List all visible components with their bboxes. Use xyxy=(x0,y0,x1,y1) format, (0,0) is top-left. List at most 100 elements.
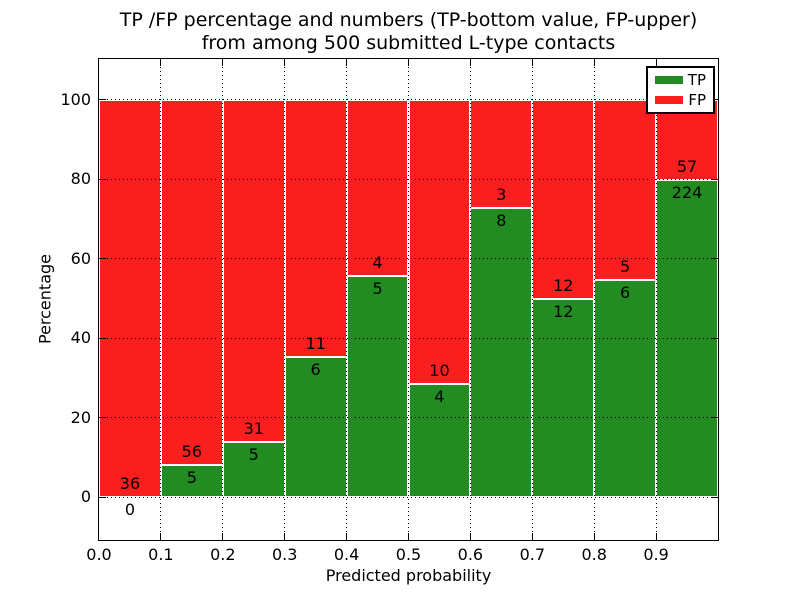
tp-count-label: 5 xyxy=(186,467,197,487)
x-tick-label: 0.5 xyxy=(395,545,422,564)
bar-segment-tp xyxy=(470,208,533,498)
fp-legend-label: FP xyxy=(688,90,706,109)
tp-legend-label: TP xyxy=(687,70,706,89)
gridline-horizontal xyxy=(99,178,718,180)
y-tick-label: 40 xyxy=(70,328,91,348)
x-tick-label: 0.8 xyxy=(581,545,607,564)
bar-segment-tp xyxy=(656,180,718,498)
y-axis-tick xyxy=(99,99,106,101)
x-tick-label: 0.3 xyxy=(271,545,298,564)
x-axis-tick-top xyxy=(469,59,471,66)
legend-item-tp: TP xyxy=(655,70,706,89)
gridline-vertical xyxy=(160,59,162,540)
x-axis-tick xyxy=(222,533,224,540)
fp-count-label: 4 xyxy=(372,253,383,273)
gridline-horizontal xyxy=(99,496,718,498)
y-axis-tick-right xyxy=(711,417,718,419)
x-axis-tick xyxy=(346,533,348,540)
x-tick-label: 0.7 xyxy=(519,545,546,564)
chart-title: TP /FP percentage and numbers (TP-bottom… xyxy=(99,9,718,54)
fp-count-label: 57 xyxy=(676,157,698,177)
x-tick-label: 0.2 xyxy=(210,545,236,564)
x-tick-label: 0.4 xyxy=(333,545,360,564)
x-axis-tick xyxy=(408,533,409,540)
x-axis-tick-top xyxy=(531,59,533,66)
gridline-horizontal xyxy=(99,337,718,339)
x-tick-label: 0.6 xyxy=(457,545,484,564)
tp-count-label: 5 xyxy=(248,444,259,464)
x-axis-tick xyxy=(469,533,471,540)
bar-segment-tp xyxy=(160,464,223,498)
bar-segment-fp xyxy=(532,99,595,299)
gridline-vertical xyxy=(655,59,657,540)
bar-segment-tp xyxy=(346,276,409,498)
bar-segment-tp xyxy=(532,298,595,498)
x-axis-tick-top xyxy=(284,59,286,66)
x-axis-tick xyxy=(531,533,533,540)
x-axis-tick xyxy=(160,533,162,540)
y-axis-tick xyxy=(99,258,106,260)
tp-count-label: 12 xyxy=(553,301,574,321)
y-tick-label: 60 xyxy=(70,248,91,268)
bar-segment-fp xyxy=(284,99,347,357)
y-tick-label: 20 xyxy=(70,407,91,427)
x-axis-tick xyxy=(593,533,595,540)
gridline-horizontal xyxy=(99,417,718,419)
fp-count-label: 10 xyxy=(429,360,450,380)
x-axis-tick-top xyxy=(408,59,409,66)
y-tick-label: 100 xyxy=(60,89,91,109)
bar-segment-fp xyxy=(408,99,471,384)
gridline-vertical xyxy=(346,59,348,540)
x-tick-label: 0.9 xyxy=(643,545,669,564)
gridline-vertical xyxy=(222,59,224,540)
fp-count-label: 5 xyxy=(620,257,631,277)
x-axis-tick xyxy=(284,533,286,540)
bar-segment-fp xyxy=(346,99,409,277)
y-axis-tick xyxy=(99,337,106,339)
y-axis-tick xyxy=(99,496,106,498)
fp-count-label: 56 xyxy=(181,441,203,461)
gridline-vertical xyxy=(408,59,409,540)
y-axis-tick xyxy=(99,178,106,180)
bar-segment-tp xyxy=(222,441,285,498)
x-axis-tick-top xyxy=(222,59,224,66)
bar-segment-fp xyxy=(99,99,161,498)
tp-count-label: 0 xyxy=(124,500,136,520)
tp-legend-swatch xyxy=(655,76,683,84)
tp-count-label: 224 xyxy=(671,183,703,203)
chart-title-line1: TP /FP percentage and numbers (TP-bottom… xyxy=(119,9,698,31)
legend-item-fp: FP xyxy=(655,90,706,109)
gridline-vertical xyxy=(469,59,471,540)
gridline-horizontal xyxy=(99,99,718,101)
bar-segment-fp xyxy=(594,99,657,281)
chart-title-line2: from among 500 submitted L-type contacts xyxy=(201,31,616,54)
fp-count-label: 3 xyxy=(496,185,507,205)
y-axis-tick-right xyxy=(711,178,718,180)
y-axis-tick xyxy=(99,417,106,419)
y-tick-label: 0 xyxy=(80,487,91,507)
y-axis-tick-right xyxy=(711,496,718,498)
gridline-vertical xyxy=(593,59,595,540)
fp-count-label: 36 xyxy=(119,474,141,494)
x-axis-tick-top xyxy=(160,59,162,66)
fp-count-label: 12 xyxy=(553,275,574,295)
tp-count-label: 6 xyxy=(620,283,631,303)
bar-segment-tp xyxy=(594,280,657,498)
bar-segment-fp xyxy=(160,99,223,465)
tp-count-label: 5 xyxy=(372,279,383,299)
legend: TP FP xyxy=(646,66,715,114)
fp-count-label: 31 xyxy=(243,418,264,438)
tp-count-label: 4 xyxy=(434,386,445,406)
gridline-vertical xyxy=(284,59,286,540)
x-axis-tick-top xyxy=(655,59,657,66)
y-axis-label: Percentage xyxy=(35,253,55,345)
tp-count-label: 8 xyxy=(496,211,507,231)
y-tick-label: 80 xyxy=(70,169,91,189)
x-axis-tick xyxy=(655,533,657,540)
bar-segment-fp xyxy=(222,99,285,442)
y-axis-tick-right xyxy=(711,258,718,260)
x-axis-label: Predicted probability xyxy=(325,566,492,585)
x-axis-tick-top xyxy=(346,59,348,66)
gridline-horizontal xyxy=(99,258,718,260)
y-axis-tick-right xyxy=(711,337,718,339)
